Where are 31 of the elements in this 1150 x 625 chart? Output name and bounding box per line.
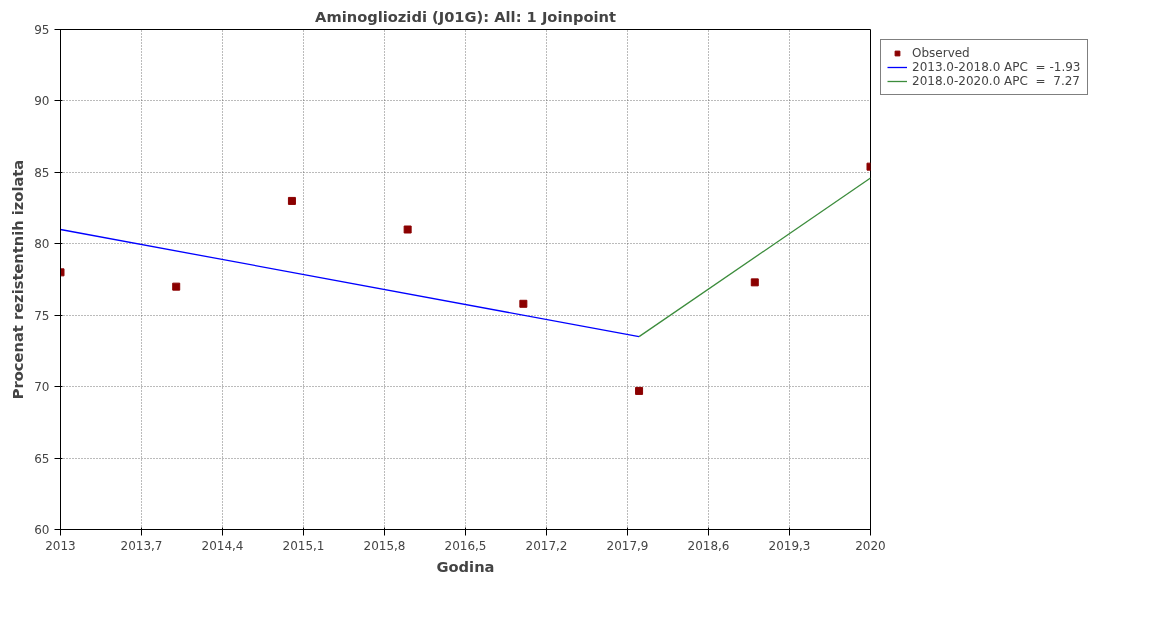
x-tick-label: 2020 [855, 538, 886, 553]
y-tick-label: 60 [34, 523, 50, 537]
chart-title: Aminogliozidi (J01G): All: 1 Joinpoint [315, 7, 616, 25]
x-tick-label: 2015,1 [282, 538, 325, 553]
point [635, 386, 644, 395]
x-tick-label: 2017,2 [525, 538, 568, 553]
point [172, 282, 181, 291]
point [519, 299, 528, 308]
x-tick-label: 2014,4 [201, 538, 244, 553]
legend-label: 2013.0-2018.0 APC = -1.93 [912, 60, 1081, 74]
y-tick-label: 70 [34, 380, 50, 395]
legend-label: 2018.0-2020.0 APC = 7.27 [912, 74, 1080, 88]
y-axis-title: Procenat rezistentnih izolata [9, 159, 27, 400]
y-tick-label: 95 [34, 23, 50, 37]
x-tick-label: 2013 [45, 538, 76, 553]
x-tick-label: 2018,6 [687, 538, 730, 553]
x-tick-label: 2015,8 [363, 538, 406, 553]
y-tick-label: 90 [34, 94, 50, 109]
y-tick-label: 80 [34, 237, 50, 252]
x-axis-title: Godina [436, 557, 495, 575]
x-tick-label: 2013,7 [120, 538, 163, 553]
y-tick-label: 75 [34, 308, 50, 323]
x-tick-label: 2019,3 [768, 538, 811, 553]
legend-label: Observed [912, 46, 970, 60]
x-tick-label: 2016,5 [444, 538, 487, 553]
x-tick-label: 2017,9 [606, 538, 649, 553]
point [287, 196, 296, 205]
point [403, 225, 412, 234]
y-tick-label: 85 [34, 165, 50, 180]
point [750, 278, 759, 287]
y-tick-label: 65 [34, 451, 50, 466]
